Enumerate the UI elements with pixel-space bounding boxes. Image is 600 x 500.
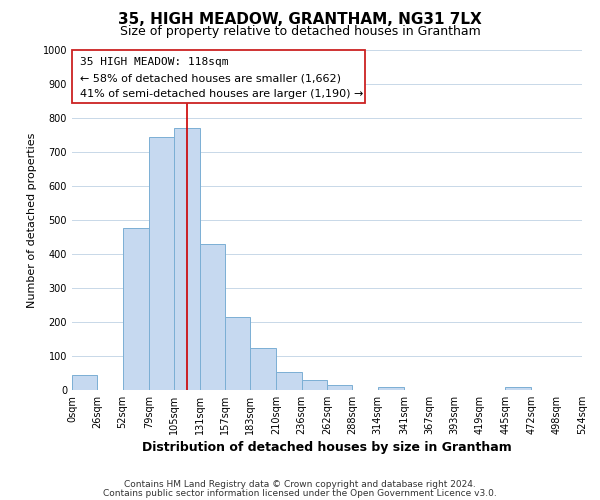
Y-axis label: Number of detached properties: Number of detached properties: [27, 132, 37, 308]
Bar: [199, 244, 225, 390]
Bar: [225, 317, 250, 390]
Bar: [250, 348, 277, 390]
Text: ← 58% of detached houses are smaller (1,662): ← 58% of detached houses are smaller (1,…: [80, 73, 341, 83]
Bar: [149, 136, 174, 390]
Bar: [72, 375, 97, 390]
Text: 41% of semi-detached houses are larger (1,190) →: 41% of semi-detached houses are larger (…: [80, 90, 363, 100]
Bar: [302, 380, 327, 390]
FancyBboxPatch shape: [72, 50, 365, 102]
Text: Contains HM Land Registry data © Crown copyright and database right 2024.: Contains HM Land Registry data © Crown c…: [124, 480, 476, 489]
Bar: [505, 388, 532, 390]
Text: Size of property relative to detached houses in Grantham: Size of property relative to detached ho…: [119, 25, 481, 38]
X-axis label: Distribution of detached houses by size in Grantham: Distribution of detached houses by size …: [142, 441, 512, 454]
Text: Contains public sector information licensed under the Open Government Licence v3: Contains public sector information licen…: [103, 488, 497, 498]
Bar: [377, 388, 404, 390]
Bar: [122, 228, 149, 390]
Bar: [174, 128, 200, 390]
Bar: [277, 372, 302, 390]
Text: 35 HIGH MEADOW: 118sqm: 35 HIGH MEADOW: 118sqm: [80, 57, 228, 67]
Text: 35, HIGH MEADOW, GRANTHAM, NG31 7LX: 35, HIGH MEADOW, GRANTHAM, NG31 7LX: [118, 12, 482, 28]
Bar: [327, 384, 352, 390]
